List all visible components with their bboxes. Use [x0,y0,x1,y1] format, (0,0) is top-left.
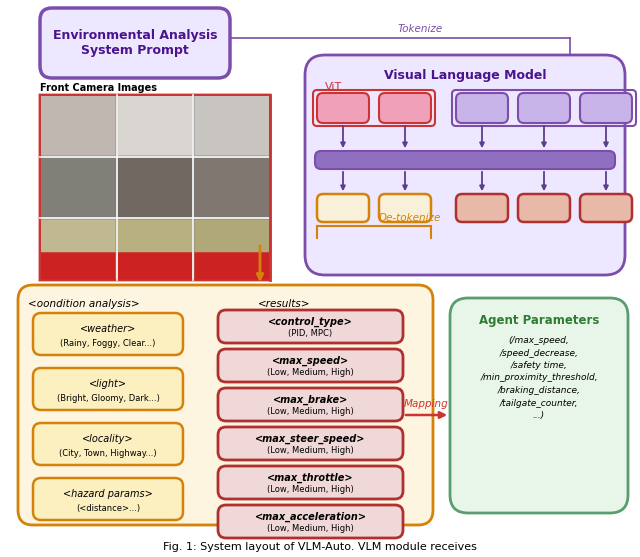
Text: (<distance>...): (<distance>...) [76,504,140,513]
FancyBboxPatch shape [518,194,570,222]
Text: <oondition analysis>: <oondition analysis> [28,299,140,309]
FancyBboxPatch shape [195,219,269,279]
FancyBboxPatch shape [456,194,508,222]
FancyBboxPatch shape [317,194,369,222]
FancyBboxPatch shape [41,252,116,280]
FancyBboxPatch shape [218,388,403,421]
Text: <hazard params>: <hazard params> [63,489,153,499]
Text: (Bright, Gloomy, Dark...): (Bright, Gloomy, Dark...) [56,394,159,403]
FancyBboxPatch shape [218,310,403,343]
FancyBboxPatch shape [118,158,193,217]
FancyBboxPatch shape [379,194,431,222]
Text: (Low, Medium, High): (Low, Medium, High) [267,368,354,377]
FancyBboxPatch shape [118,252,193,280]
Text: Environmental Analysis
System Prompt: Environmental Analysis System Prompt [52,29,217,57]
Text: <light>: <light> [89,379,127,389]
FancyBboxPatch shape [33,423,183,465]
Text: (PID, MPC): (PID, MPC) [289,329,333,338]
Text: De-tokenize: De-tokenize [379,213,442,223]
Text: (Rainy, Foggy, Clear...): (Rainy, Foggy, Clear...) [60,339,156,348]
Text: <control_type>: <control_type> [268,317,353,327]
FancyBboxPatch shape [379,93,431,123]
FancyBboxPatch shape [41,219,116,279]
FancyBboxPatch shape [40,8,230,78]
Text: Front Camera Images: Front Camera Images [40,83,157,93]
Text: <max_steer_speed>: <max_steer_speed> [255,434,365,444]
FancyBboxPatch shape [456,93,508,123]
Text: <max_speed>: <max_speed> [272,356,349,366]
Text: Mapping: Mapping [404,399,449,409]
FancyBboxPatch shape [118,219,193,279]
Text: Tokenize: Tokenize [397,24,443,34]
Text: (Low, Medium, High): (Low, Medium, High) [267,407,354,416]
FancyBboxPatch shape [41,96,116,155]
Text: <results>: <results> [258,299,310,309]
Text: Agent Parameters: Agent Parameters [479,314,599,327]
FancyBboxPatch shape [18,285,433,525]
Text: <max_brake>: <max_brake> [273,395,348,405]
FancyBboxPatch shape [580,194,632,222]
FancyBboxPatch shape [218,466,403,499]
FancyBboxPatch shape [315,151,615,169]
FancyBboxPatch shape [218,349,403,382]
Text: <locality>: <locality> [83,434,134,444]
FancyBboxPatch shape [305,55,625,275]
FancyBboxPatch shape [580,93,632,123]
Text: Visual Language Model: Visual Language Model [384,69,547,82]
Text: <max_throttle>: <max_throttle> [268,473,354,483]
Text: ViT: ViT [325,82,342,92]
FancyBboxPatch shape [218,505,403,538]
Text: (Low, Medium, High): (Low, Medium, High) [267,524,354,533]
FancyBboxPatch shape [33,313,183,355]
FancyBboxPatch shape [195,158,269,217]
FancyBboxPatch shape [218,427,403,460]
FancyBboxPatch shape [518,93,570,123]
FancyBboxPatch shape [41,158,116,217]
Text: <weather>: <weather> [80,324,136,334]
FancyBboxPatch shape [450,298,628,513]
FancyBboxPatch shape [33,368,183,410]
FancyBboxPatch shape [33,478,183,520]
Text: (Low, Medium, High): (Low, Medium, High) [267,446,354,455]
FancyBboxPatch shape [317,93,369,123]
Text: (City, Town, Highway...): (City, Town, Highway...) [59,449,157,458]
FancyBboxPatch shape [195,96,269,155]
FancyBboxPatch shape [195,252,269,280]
FancyBboxPatch shape [40,95,270,280]
Text: (Low, Medium, High): (Low, Medium, High) [267,485,354,494]
Text: <max_acceleration>: <max_acceleration> [255,512,367,522]
Text: (/max_speed,
/speed_decrease,
/safety time,
/min_proximity_threshold,
/braking_d: (/max_speed, /speed_decrease, /safety ti… [480,336,598,420]
Text: Fig. 1: System layout of VLM-Auto. VLM module receives: Fig. 1: System layout of VLM-Auto. VLM m… [163,542,477,552]
FancyBboxPatch shape [118,96,193,155]
